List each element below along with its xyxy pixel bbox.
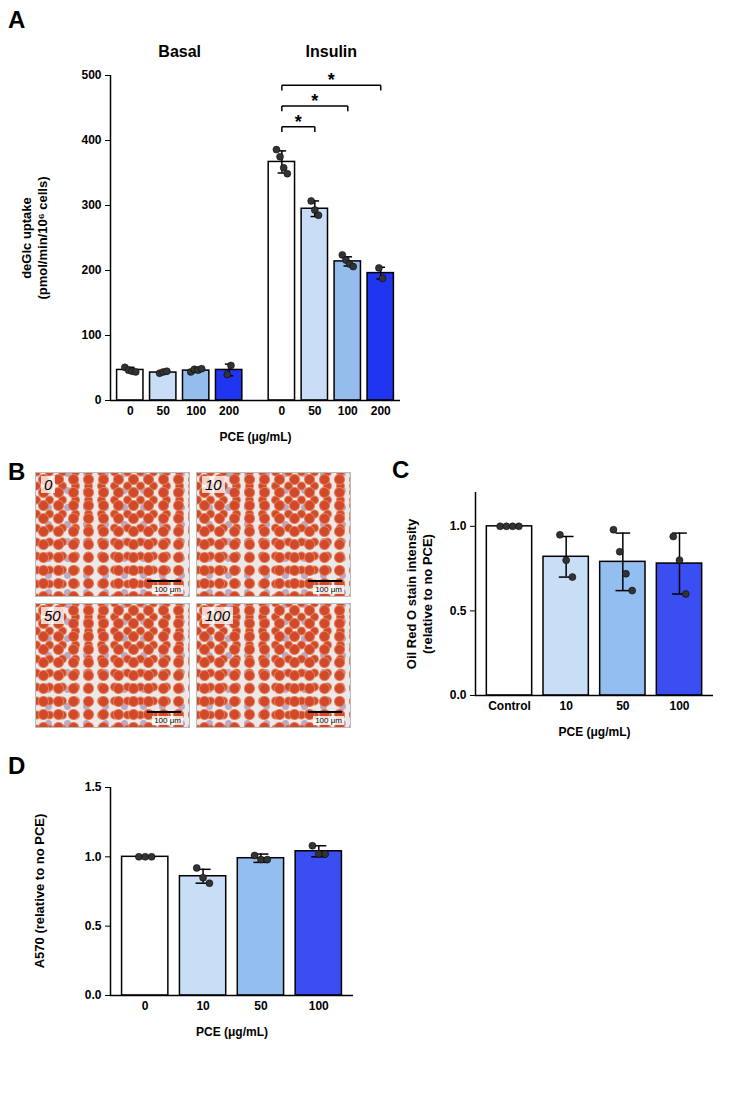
svg-text:1.5: 1.5 [85,780,102,794]
html-text:A: A [8,6,26,33]
html-text:deGlc uptake (pmol/min/10⁶ cel: deGlc uptake (pmol/min/10⁶ cells) [19,176,50,299]
svg-text:100: 100 [81,328,101,342]
svg-text:0: 0 [279,404,286,418]
svg-text:100: 100 [186,404,206,418]
svg-text:0.0: 0.0 [450,688,467,702]
html-text:C: C [392,456,410,483]
svg-text:0.5: 0.5 [450,604,467,618]
html-text:100 μm: 100 μm [315,716,342,725]
svg-text:0: 0 [127,404,134,418]
svg-text:50: 50 [616,699,630,713]
svg-text:*: * [295,112,302,132]
svg-text:10: 10 [196,999,210,1013]
svg-text:50: 50 [157,404,171,418]
svg-text:0.5: 0.5 [85,919,102,933]
html-text:100 μm: 100 μm [154,585,181,594]
svg-text:1.0: 1.0 [450,519,467,533]
svg-text:1.0: 1.0 [85,850,102,864]
svg-text:50: 50 [308,404,322,418]
html-text:100 μm: 100 μm [315,585,342,594]
svg-text:50: 50 [254,999,268,1013]
svg-text:200: 200 [371,404,391,418]
svg-text:200: 200 [219,404,239,418]
svg-text:500: 500 [81,68,101,82]
svg-text:300: 300 [81,198,101,212]
svg-text:100: 100 [309,999,329,1013]
svg-text:PCE (μg/mL): PCE (μg/mL) [558,725,630,739]
svg-text:*: * [311,91,318,111]
html-text:50: 50 [44,607,61,624]
svg-text:Control: Control [488,699,531,713]
svg-text:400: 400 [81,133,101,147]
html-text:B: B [8,458,26,485]
svg-text:PCE (μg/mL): PCE (μg/mL) [196,1025,268,1039]
svg-text:100: 100 [669,699,689,713]
html-text:A570 (relative to no PCE): A570 (relative to no PCE) [32,813,47,969]
html-text:100: 100 [205,607,230,624]
svg-text:PCE (μg/mL): PCE (μg/mL) [219,430,291,444]
svg-text:200: 200 [81,263,101,277]
svg-text:0: 0 [95,393,102,407]
html-text:100 μm: 100 μm [154,716,181,725]
html-text:0: 0 [44,476,53,493]
svg-text:100: 100 [338,404,358,418]
svg-text:Insulin: Insulin [306,43,358,60]
svg-text:*: * [328,70,335,90]
svg-text:0.0: 0.0 [85,988,102,1002]
svg-text:10: 10 [559,699,573,713]
svg-text:Basal: Basal [158,43,201,60]
svg-text:0: 0 [142,999,149,1013]
html-text:10: 10 [205,476,222,493]
html-text:Oil Red O stain intensity (rel: Oil Red O stain intensity (relative to n… [404,518,435,669]
html-text:D: D [8,752,26,779]
